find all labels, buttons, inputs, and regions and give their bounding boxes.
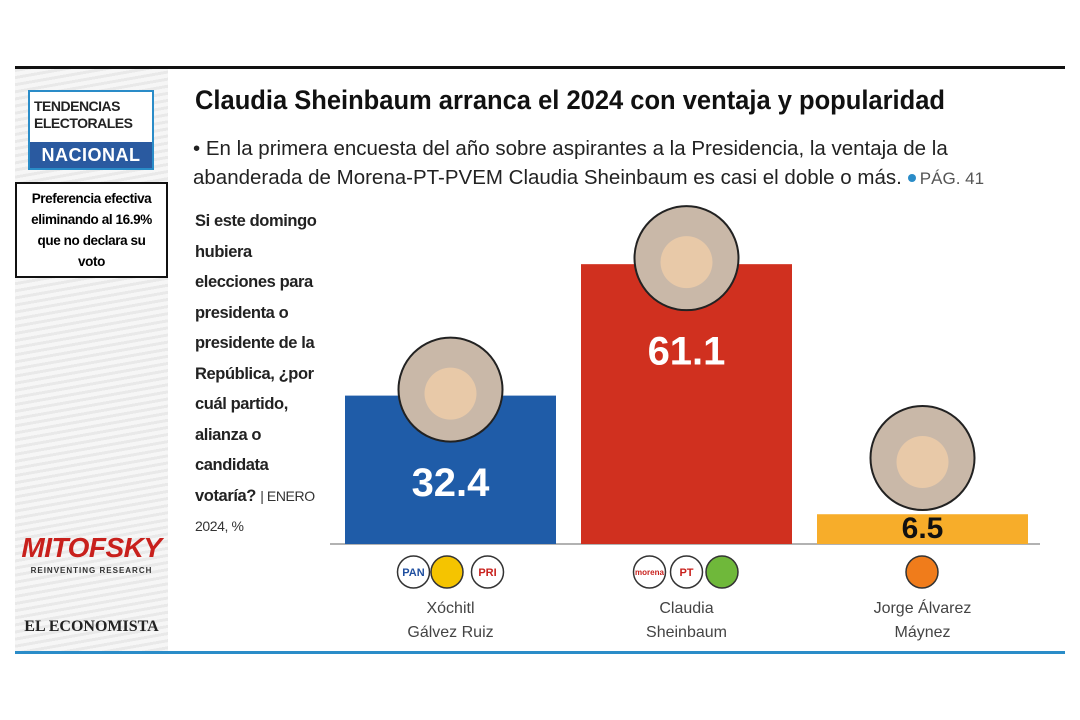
party-label: PRI	[478, 567, 496, 579]
value-label: 61.1	[648, 330, 726, 374]
value-label: 32.4	[412, 461, 491, 505]
category-label: Claudia Sheinbaum	[646, 600, 727, 641]
party-logo	[705, 555, 739, 589]
source-note: | ENERO 2024, %	[195, 487, 315, 535]
party-label: morena	[635, 568, 664, 577]
subtitle: • En la primera encuesta del año sobre a…	[193, 134, 1033, 193]
party-logo	[669, 555, 704, 589]
question-text: Si este domingo hubiera elecciones para …	[195, 212, 317, 505]
candidate-face	[660, 236, 713, 289]
subtitle-text: • En la primera encuesta del año sobre a…	[193, 137, 948, 189]
frame-rule	[15, 651, 1065, 654]
pollster-brand: MITOFSKY	[21, 532, 162, 563]
chart-title: Claudia Sheinbaum arranca el 2024 con ve…	[195, 85, 945, 115]
pollster-tagline: REINVENTING RESEARCH	[30, 566, 153, 575]
method-note: Preferencia efectiva eliminando al 16.9%…	[15, 182, 168, 278]
category-label: Xóchitl Gálvez Ruiz	[407, 600, 494, 641]
party-logo	[632, 555, 667, 589]
badge-line: TENDENCIAS	[34, 98, 121, 114]
candidate-face	[896, 436, 949, 488]
value-label: 6.5	[902, 512, 944, 545]
question: Si este domingo hubiera elecciones para …	[195, 206, 325, 542]
party-logo	[470, 555, 505, 589]
party-label: PT	[679, 567, 693, 579]
party-label: PAN	[402, 567, 424, 579]
category-label: Jorge Álvarez Máynez	[873, 600, 972, 641]
bar	[817, 514, 1028, 544]
candidate-face	[424, 367, 477, 420]
page-reference: PÁG. 41	[902, 169, 984, 188]
section-badge: TENDENCIAS ELECTORALES NACIONAL	[28, 90, 154, 170]
publisher: EL ECONOMISTA	[24, 618, 159, 635]
badge-region: NACIONAL	[30, 142, 152, 168]
badge-line: ELECTORALES	[34, 115, 133, 131]
frame-rule	[15, 66, 1065, 69]
party-logo	[430, 555, 464, 589]
party-logo	[396, 555, 431, 589]
party-logo	[905, 555, 939, 589]
